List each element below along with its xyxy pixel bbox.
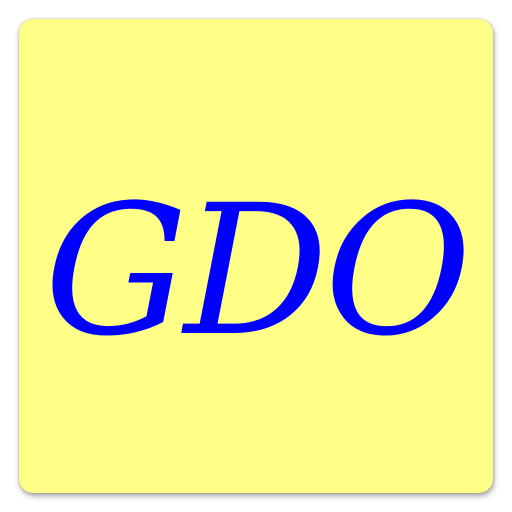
app-icon-tile[interactable]: GDO xyxy=(19,19,493,493)
app-icon-label: GDO xyxy=(44,167,472,376)
